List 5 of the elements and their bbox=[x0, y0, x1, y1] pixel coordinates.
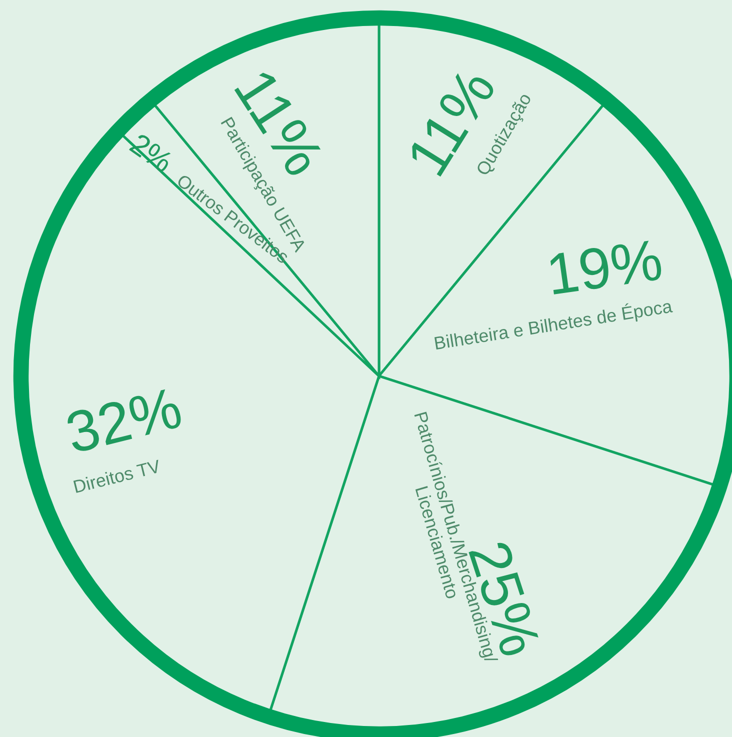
slice-label: Bilheteira e Bilhetes de Época bbox=[434, 296, 674, 354]
data-label: 32% bbox=[64, 386, 184, 454]
slice-label: Direitos TV bbox=[73, 459, 162, 494]
data-label: 2% bbox=[128, 132, 174, 174]
data-label: 19% bbox=[548, 238, 663, 295]
